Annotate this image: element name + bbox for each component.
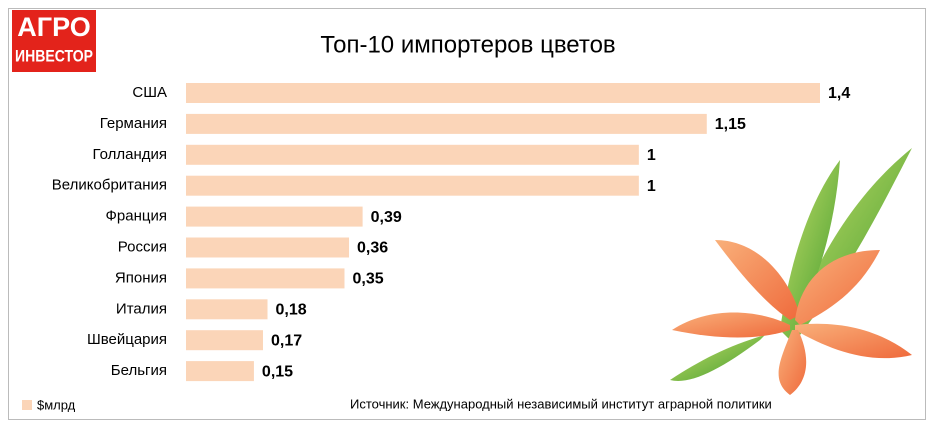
y-tick-label: Россия (118, 238, 167, 255)
logo-box (12, 10, 96, 72)
bar (186, 113, 707, 134)
data-label: 0,15 (262, 363, 293, 380)
bar (186, 83, 820, 103)
legend-label: $млрд (37, 397, 76, 412)
y-tick-label: Япония (115, 269, 167, 286)
bar (186, 206, 363, 227)
bar (186, 361, 254, 382)
y-tick-label: Швейцария (87, 331, 167, 348)
y-tick-label: Италия (116, 300, 167, 317)
y-tick-label: Германия (100, 115, 167, 132)
frame (8, 8, 926, 420)
petal (795, 250, 880, 325)
petal (795, 323, 912, 359)
leaf (780, 160, 840, 340)
flower (670, 148, 912, 395)
data-label: 0,17 (271, 332, 302, 349)
legend-swatch (22, 400, 32, 410)
petal (778, 330, 807, 395)
bar (186, 268, 345, 289)
data-label: 1 (647, 147, 656, 164)
leaf (670, 335, 765, 381)
petal (672, 312, 790, 338)
data-label: 1 (647, 178, 656, 195)
bar (186, 175, 639, 196)
data-label: 1,4 (828, 85, 850, 102)
data-label: 0,39 (371, 209, 402, 226)
y-tick-label: Франция (106, 208, 167, 225)
y-tick-label: Великобритания (52, 177, 167, 194)
chart-title: Топ-10 импортеров цветов (320, 31, 615, 58)
data-label: 1,15 (715, 116, 746, 133)
logo-text: АГРО (17, 12, 90, 42)
bar (186, 237, 350, 258)
source: Источник: Международный независимый инст… (350, 396, 772, 411)
logo-text: ИНВЕСТОР (15, 46, 93, 65)
bar (186, 299, 268, 320)
data-label: 0,36 (357, 240, 388, 257)
bar (186, 330, 263, 351)
y-tick-label: Голландия (92, 146, 167, 163)
data-label: 0,18 (276, 302, 307, 319)
data-label: 0,35 (353, 271, 384, 288)
y-tick-label: Бельгия (111, 362, 167, 379)
petal (715, 240, 800, 320)
y-tick-label: США (132, 84, 167, 101)
logo: АГРО ИНВЕСТОР (12, 10, 96, 72)
bar (186, 144, 639, 165)
